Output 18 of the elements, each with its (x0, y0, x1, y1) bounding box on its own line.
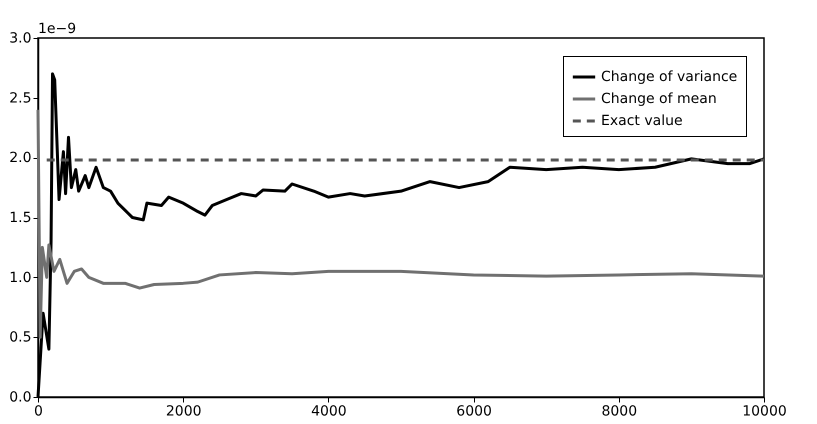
x-tick-label: 10000 (742, 404, 787, 420)
x-tick-label: 4000 (311, 404, 347, 420)
line-series (36, 108, 766, 339)
legend-label: Change of variance (601, 69, 738, 85)
y-tick-label: 1.0 (9, 270, 32, 286)
y-tick-label: 1.5 (9, 210, 32, 226)
y-tick-label: 0.0 (9, 390, 32, 406)
x-tick-label: 0 (34, 404, 43, 420)
x-tick-label: 2000 (166, 404, 202, 420)
y-tick-label: 2.0 (9, 150, 32, 166)
legend-label: Change of mean (601, 91, 717, 107)
x-tick-label: 8000 (601, 404, 638, 420)
y-tick-label: 3.0 (9, 30, 32, 46)
y-tick-label: 2.5 (9, 90, 32, 106)
text: 1e−9 (38, 21, 76, 37)
legend-label: Exact value (601, 113, 683, 129)
y-tick-label: 0.5 (9, 330, 32, 346)
x-tick-label: 6000 (456, 404, 492, 420)
